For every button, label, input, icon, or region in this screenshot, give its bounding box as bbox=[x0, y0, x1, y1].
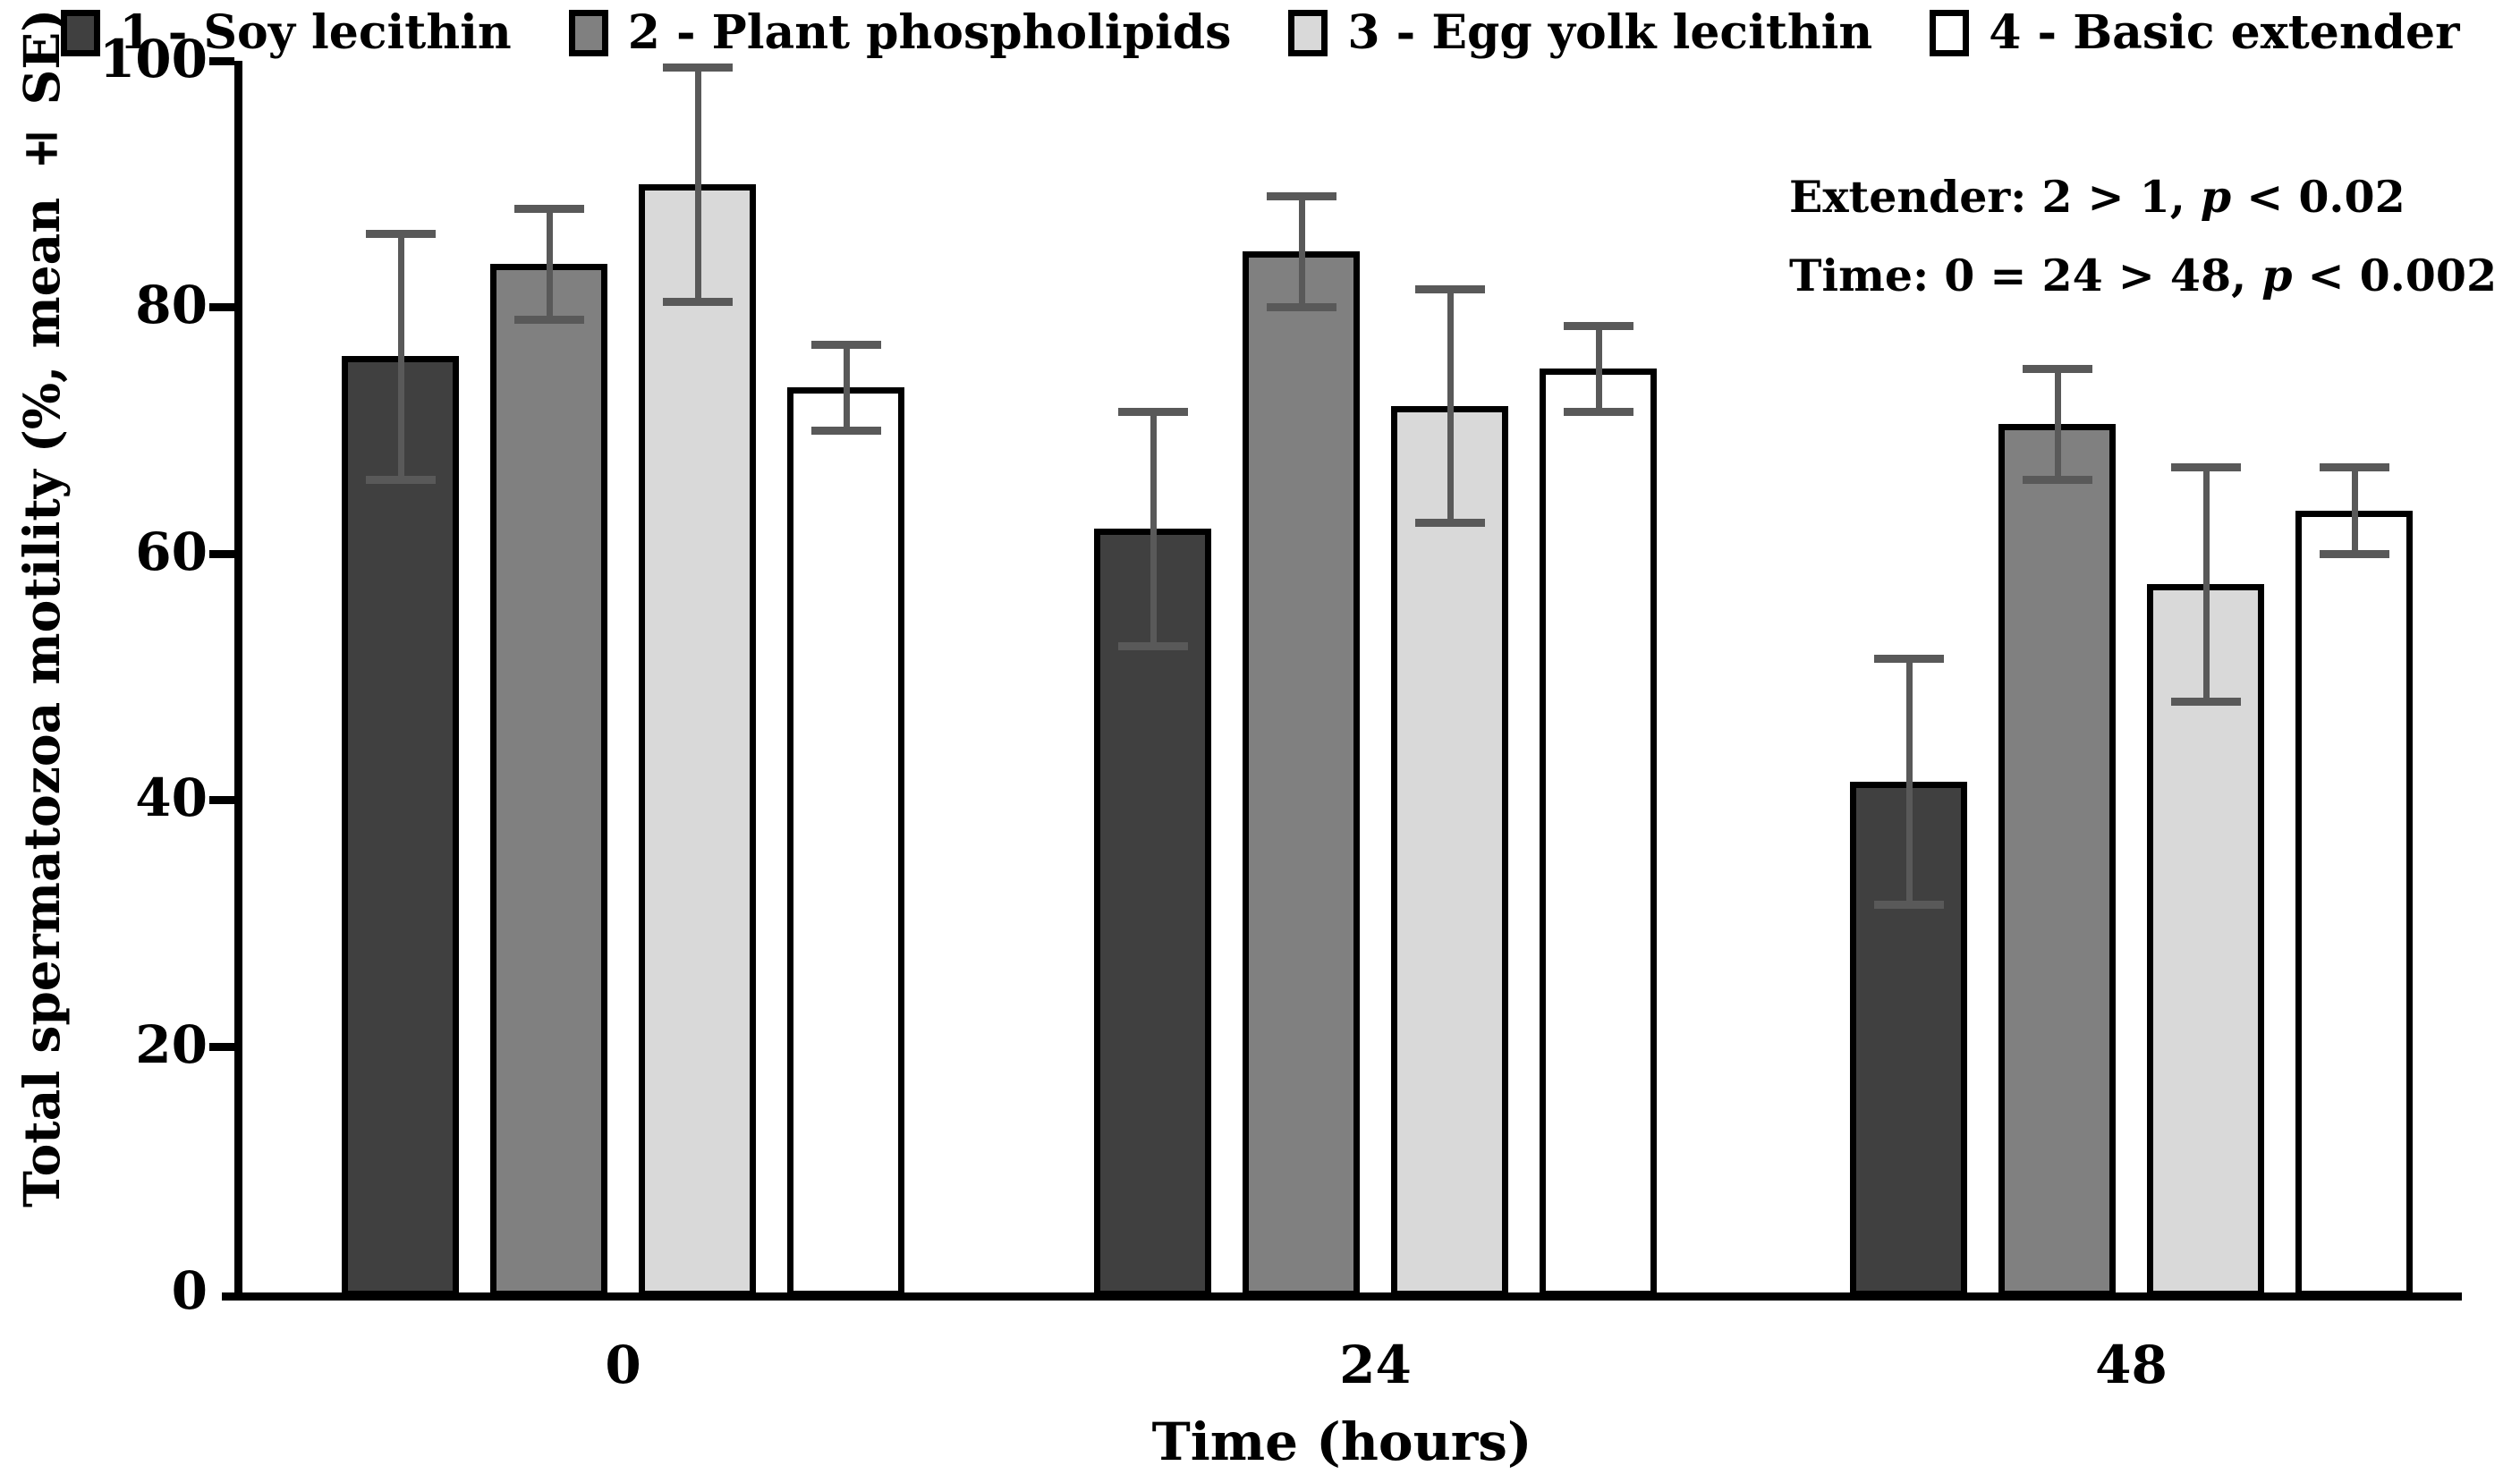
error-bar-cap-bottom bbox=[1563, 408, 1633, 417]
x-tick-label-0: 0 bbox=[605, 1335, 641, 1395]
y-tick-label: 60 bbox=[135, 521, 208, 582]
bar-2-plant-phospholipids-t48 bbox=[1998, 424, 2116, 1297]
y-tick-label: 0 bbox=[171, 1260, 208, 1321]
annotation-line-extender: Extender: 2 > 1, p < 0.02 bbox=[1789, 171, 2405, 223]
legend-label: 4 - Basic extender bbox=[1989, 5, 2460, 60]
legend-item-soy-lecithin: 1 - Soy lecithin bbox=[60, 5, 512, 60]
error-bar-cap-top bbox=[662, 63, 733, 72]
y-tick-mark bbox=[209, 303, 234, 312]
y-tick-mark bbox=[209, 549, 234, 558]
y-tick-label: 80 bbox=[135, 275, 208, 336]
legend-swatch-icon bbox=[1288, 9, 1328, 56]
error-bar-cap-bottom bbox=[2170, 698, 2241, 707]
legend-label: 3 - Egg yolk lecithin bbox=[1347, 5, 1873, 60]
error-bar-cap-bottom bbox=[1873, 901, 1944, 910]
error-bar-line bbox=[2054, 369, 2061, 480]
y-tick-mark bbox=[209, 57, 234, 65]
x-axis-title: Time (hours) bbox=[1151, 1411, 1532, 1472]
error-bar-cap-top bbox=[1873, 654, 1944, 663]
error-bar-line bbox=[2202, 467, 2210, 702]
error-bar-line bbox=[1298, 196, 1305, 308]
y-tick-label: 20 bbox=[135, 1013, 208, 1075]
error-bar-line bbox=[843, 343, 850, 431]
error-bar-line bbox=[546, 208, 553, 320]
error-bar-cap-top bbox=[1414, 284, 1485, 293]
error-bar-cap-top bbox=[2022, 365, 2092, 374]
y-tick-label: 40 bbox=[135, 767, 208, 829]
error-bar-line bbox=[1150, 411, 1157, 647]
legend-item-egg-yolk-lecithin: 3 - Egg yolk lecithin bbox=[1288, 5, 1872, 60]
error-bar-cap-top bbox=[810, 340, 881, 349]
error-bar-line bbox=[2351, 467, 2358, 554]
error-bar-cap-bottom bbox=[1117, 642, 1188, 651]
bar-1-soy-lecithin-t24 bbox=[1094, 529, 1211, 1297]
error-bar-cap-bottom bbox=[1266, 303, 1336, 312]
annotation-line-time: Time: 0 = 24 > 48, p < 0.002 bbox=[1789, 250, 2498, 301]
bar-3-egg-yolk-lecithin-t24 bbox=[1391, 405, 1508, 1297]
error-bar-cap-bottom bbox=[662, 297, 733, 306]
error-bar-cap-top bbox=[2319, 463, 2389, 472]
y-tick-mark bbox=[209, 1042, 234, 1051]
bar-3-egg-yolk-lecithin-t0 bbox=[639, 183, 756, 1297]
error-bar-cap-top bbox=[1563, 322, 1633, 331]
y-tick-mark bbox=[209, 796, 234, 805]
error-bar-line bbox=[1447, 288, 1454, 523]
error-bar-line bbox=[1595, 326, 1602, 412]
chart-legend: 1 - Soy lecithin 2 - Plant phospholipids… bbox=[0, 5, 2520, 60]
x-tick-label-24: 24 bbox=[1339, 1335, 1412, 1395]
error-bar-cap-top bbox=[1266, 192, 1336, 201]
bar-1-soy-lecithin-t0 bbox=[342, 356, 459, 1297]
legend-label: 1 - Soy lecithin bbox=[119, 5, 512, 60]
error-bar-line bbox=[1905, 657, 1913, 905]
error-bar-cap-top bbox=[2170, 463, 2241, 472]
bar-4-basic-extender-t0 bbox=[787, 386, 904, 1297]
error-bar-cap-bottom bbox=[2022, 476, 2092, 485]
error-bar-cap-bottom bbox=[365, 476, 436, 485]
bar-4-basic-extender-t24 bbox=[1540, 369, 1657, 1297]
legend-item-plant-phospholipids: 2 - Plant phospholipids bbox=[568, 5, 1232, 60]
error-bar-cap-bottom bbox=[2319, 549, 2389, 558]
error-bar-line bbox=[397, 233, 404, 480]
legend-label: 2 - Plant phospholipids bbox=[627, 5, 1232, 60]
bar-4-basic-extender-t48 bbox=[2295, 510, 2413, 1297]
legend-swatch-icon bbox=[1930, 9, 1970, 56]
error-bar-cap-bottom bbox=[513, 316, 584, 325]
bar-2-plant-phospholipids-t24 bbox=[1243, 251, 1360, 1297]
error-bar-cap-top bbox=[513, 205, 584, 214]
error-bar-cap-top bbox=[1117, 408, 1188, 417]
bar-2-plant-phospholipids-t0 bbox=[490, 264, 607, 1297]
y-axis-line bbox=[234, 61, 242, 1301]
error-bar-cap-bottom bbox=[1414, 519, 1485, 528]
error-bar-cap-bottom bbox=[810, 427, 881, 436]
y-tick-label: 100 bbox=[98, 29, 208, 89]
error-bar-line bbox=[694, 66, 701, 301]
error-bar-cap-top bbox=[365, 229, 436, 238]
x-tick-label-48: 48 bbox=[2095, 1335, 2168, 1395]
legend-swatch-icon bbox=[568, 9, 608, 56]
legend-swatch-icon bbox=[60, 9, 100, 56]
legend-item-basic-extender: 4 - Basic extender bbox=[1930, 5, 2459, 60]
stats-annotation: Extender: 2 > 1, p < 0.02 Time: 0 = 24 >… bbox=[1789, 157, 2497, 315]
